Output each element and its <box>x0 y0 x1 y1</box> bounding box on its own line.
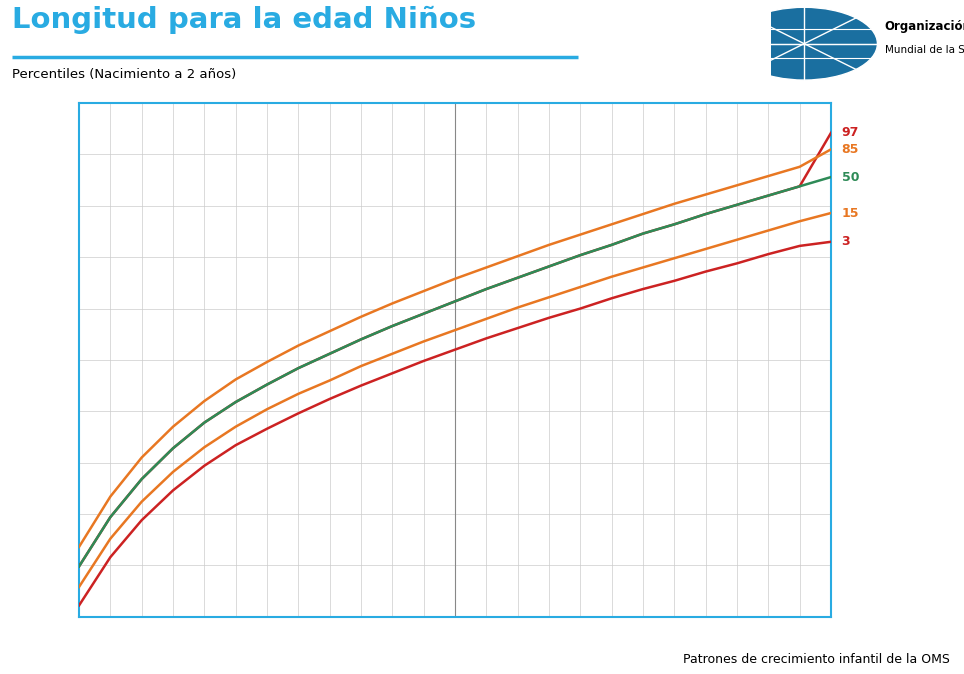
Text: 15: 15 <box>842 206 859 220</box>
Text: 1 año: 1 año <box>441 646 469 656</box>
Text: 45: 45 <box>54 612 67 621</box>
Text: 11: 11 <box>417 627 430 637</box>
Text: Longitud para la edad Niños: Longitud para la edad Niños <box>12 6 475 34</box>
Text: 8: 8 <box>703 627 709 637</box>
Text: 85: 85 <box>914 201 926 211</box>
Text: 9: 9 <box>358 627 364 637</box>
Text: 1: 1 <box>107 627 114 637</box>
Text: 10: 10 <box>763 627 774 637</box>
Text: 5: 5 <box>232 627 239 637</box>
Text: 2: 2 <box>515 627 521 637</box>
Text: 55: 55 <box>54 509 67 519</box>
Text: Longitud (cm): Longitud (cm) <box>11 316 24 404</box>
Text: 95: 95 <box>914 98 926 108</box>
Text: 55: 55 <box>914 509 926 519</box>
Text: 65: 65 <box>914 406 926 417</box>
Text: Edad (en meses y años cumplidos): Edad (en meses y años cumplidos) <box>334 659 576 673</box>
Text: 85: 85 <box>54 201 67 211</box>
Text: 50: 50 <box>842 171 859 183</box>
Text: 70: 70 <box>54 355 67 365</box>
Text: 11: 11 <box>793 627 806 637</box>
Text: 50: 50 <box>914 560 926 570</box>
Text: 3: 3 <box>842 235 850 248</box>
Text: 4: 4 <box>201 627 207 637</box>
Text: 60: 60 <box>914 458 926 468</box>
Text: 8: 8 <box>327 627 333 637</box>
Text: 2: 2 <box>139 627 145 637</box>
Text: Patrones de crecimiento infantil de la OMS: Patrones de crecimiento infantil de la O… <box>683 653 950 666</box>
Text: Organización: Organización <box>885 20 964 33</box>
Text: 70: 70 <box>914 355 926 365</box>
Text: 7: 7 <box>295 627 302 637</box>
Text: 9: 9 <box>734 627 740 637</box>
Text: 60: 60 <box>54 458 67 468</box>
Text: 5: 5 <box>608 627 615 637</box>
Text: 90: 90 <box>54 150 67 160</box>
Text: 75: 75 <box>54 303 67 313</box>
Text: 3: 3 <box>170 627 176 637</box>
Text: 2 años: 2 años <box>796 646 831 656</box>
Text: 45: 45 <box>914 612 926 621</box>
Text: 85: 85 <box>842 143 859 156</box>
Text: 6: 6 <box>264 627 270 637</box>
Text: 10: 10 <box>387 627 398 637</box>
Text: 1: 1 <box>483 627 490 637</box>
Text: 6: 6 <box>640 627 646 637</box>
Text: 4: 4 <box>577 627 583 637</box>
Text: Mundial de la Salud: Mundial de la Salud <box>885 46 964 55</box>
Text: 7: 7 <box>671 627 678 637</box>
Circle shape <box>731 7 877 80</box>
Text: 50: 50 <box>54 560 67 570</box>
Text: Nacimiento: Nacimiento <box>79 646 139 656</box>
Text: 80: 80 <box>914 252 926 262</box>
Text: 65: 65 <box>54 406 67 417</box>
Text: 97: 97 <box>842 127 859 140</box>
Text: 90: 90 <box>914 150 926 160</box>
Text: 95: 95 <box>54 98 67 108</box>
Text: 80: 80 <box>54 252 67 262</box>
Text: 3: 3 <box>546 627 552 637</box>
Text: Percentiles (Nacimiento a 2 años): Percentiles (Nacimiento a 2 años) <box>12 69 236 82</box>
Text: Meses: Meses <box>44 627 77 637</box>
Text: 75: 75 <box>914 303 926 313</box>
